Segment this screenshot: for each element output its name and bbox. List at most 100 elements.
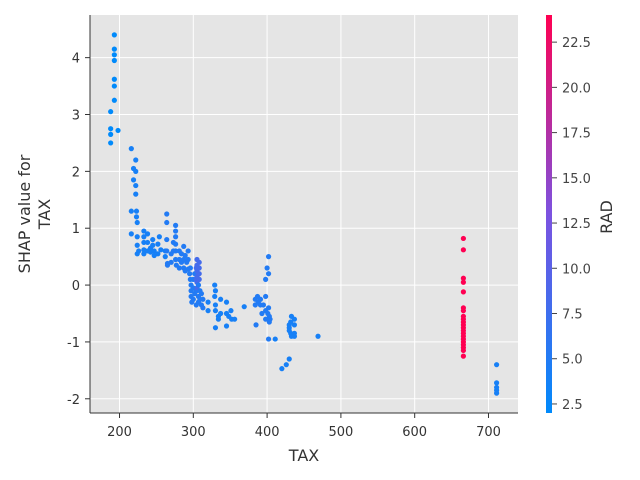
data-point	[263, 316, 269, 322]
data-point	[190, 296, 196, 302]
data-point	[265, 305, 272, 311]
data-point	[111, 83, 117, 89]
data-point	[168, 259, 174, 265]
data-point	[265, 336, 272, 342]
data-point	[291, 316, 298, 322]
data-point	[218, 310, 224, 317]
data-point	[232, 316, 238, 322]
data-point	[241, 304, 247, 310]
colorbar-tick-label: 22.5	[562, 36, 591, 51]
data-point	[460, 347, 466, 354]
grid	[90, 15, 518, 413]
data-point	[195, 282, 202, 288]
data-point	[460, 279, 466, 285]
data-point	[164, 219, 170, 226]
data-point	[272, 336, 278, 342]
data-point	[187, 265, 193, 271]
data-point	[136, 248, 142, 254]
colorbar-tick-label: 5.0	[562, 353, 583, 368]
data-point	[108, 131, 114, 137]
data-point	[218, 296, 224, 302]
colorbar	[546, 15, 552, 413]
data-point	[141, 239, 147, 246]
data-point	[185, 248, 191, 254]
data-point	[141, 251, 147, 257]
colorbar-tick-label: 10.0	[562, 262, 591, 277]
data-point	[196, 271, 202, 277]
data-point	[259, 310, 265, 317]
data-point	[111, 97, 117, 103]
colorbar-tick-label: 15.0	[562, 172, 591, 187]
data-point	[265, 254, 272, 260]
colorbar-tick-label: 20.0	[562, 81, 591, 96]
data-point	[173, 248, 179, 254]
y-tick-label: 1	[72, 222, 80, 237]
data-point	[182, 252, 188, 259]
data-point	[460, 247, 466, 253]
data-point	[128, 231, 134, 237]
data-point	[133, 182, 139, 189]
data-point	[205, 308, 211, 314]
data-point	[150, 242, 156, 248]
data-point	[267, 316, 273, 322]
data-point	[212, 325, 219, 331]
data-points	[108, 32, 500, 396]
data-point	[212, 293, 218, 300]
data-point	[291, 333, 298, 339]
data-point	[176, 265, 182, 271]
data-point	[460, 353, 466, 359]
data-point	[158, 247, 164, 253]
y-tick-label: 2	[72, 165, 80, 180]
colorbar-tick-label: 17.5	[562, 127, 591, 142]
data-point	[257, 296, 264, 302]
data-point	[198, 291, 205, 297]
data-point	[279, 366, 285, 372]
data-point	[133, 157, 139, 163]
data-point	[212, 282, 218, 288]
x-tick-label: 400	[255, 425, 280, 440]
data-point	[155, 251, 161, 257]
data-point	[151, 248, 157, 254]
data-point	[212, 288, 219, 294]
colorbar-tick-label: 2.5	[562, 398, 583, 413]
data-point	[173, 234, 179, 240]
data-point	[223, 299, 230, 305]
y-axis-title-line-1: SHAP value for	[15, 154, 34, 273]
data-point	[134, 234, 140, 240]
data-point	[173, 228, 179, 234]
data-point	[164, 248, 170, 254]
data-point	[263, 276, 269, 282]
data-point	[205, 299, 211, 305]
y-axis-title-line-2: TAX	[35, 199, 54, 230]
data-point	[144, 239, 151, 246]
data-point	[212, 302, 219, 308]
plot-background	[90, 15, 518, 413]
data-point	[460, 308, 466, 314]
data-point	[228, 308, 234, 314]
data-point	[133, 191, 139, 197]
data-point	[133, 208, 140, 214]
data-point	[263, 293, 269, 300]
data-point	[173, 256, 179, 263]
data-point	[460, 235, 466, 242]
x-tick-label: 300	[181, 425, 206, 440]
data-point	[144, 231, 151, 237]
data-point	[134, 219, 140, 226]
data-point	[141, 228, 147, 234]
data-point	[111, 52, 117, 58]
data-point	[108, 109, 114, 115]
data-point	[494, 380, 500, 386]
data-point	[108, 140, 114, 146]
data-point	[173, 222, 179, 228]
colorbar-tick-label: 7.5	[562, 308, 583, 323]
y-tick-label: -2	[67, 393, 80, 408]
data-point	[264, 265, 270, 271]
data-point	[223, 323, 230, 329]
colorbar-label: RAD	[597, 200, 616, 234]
y-tick-label: -1	[67, 336, 80, 351]
data-point	[212, 308, 219, 314]
data-point	[253, 322, 259, 328]
data-point	[133, 168, 139, 174]
data-point	[185, 256, 191, 263]
